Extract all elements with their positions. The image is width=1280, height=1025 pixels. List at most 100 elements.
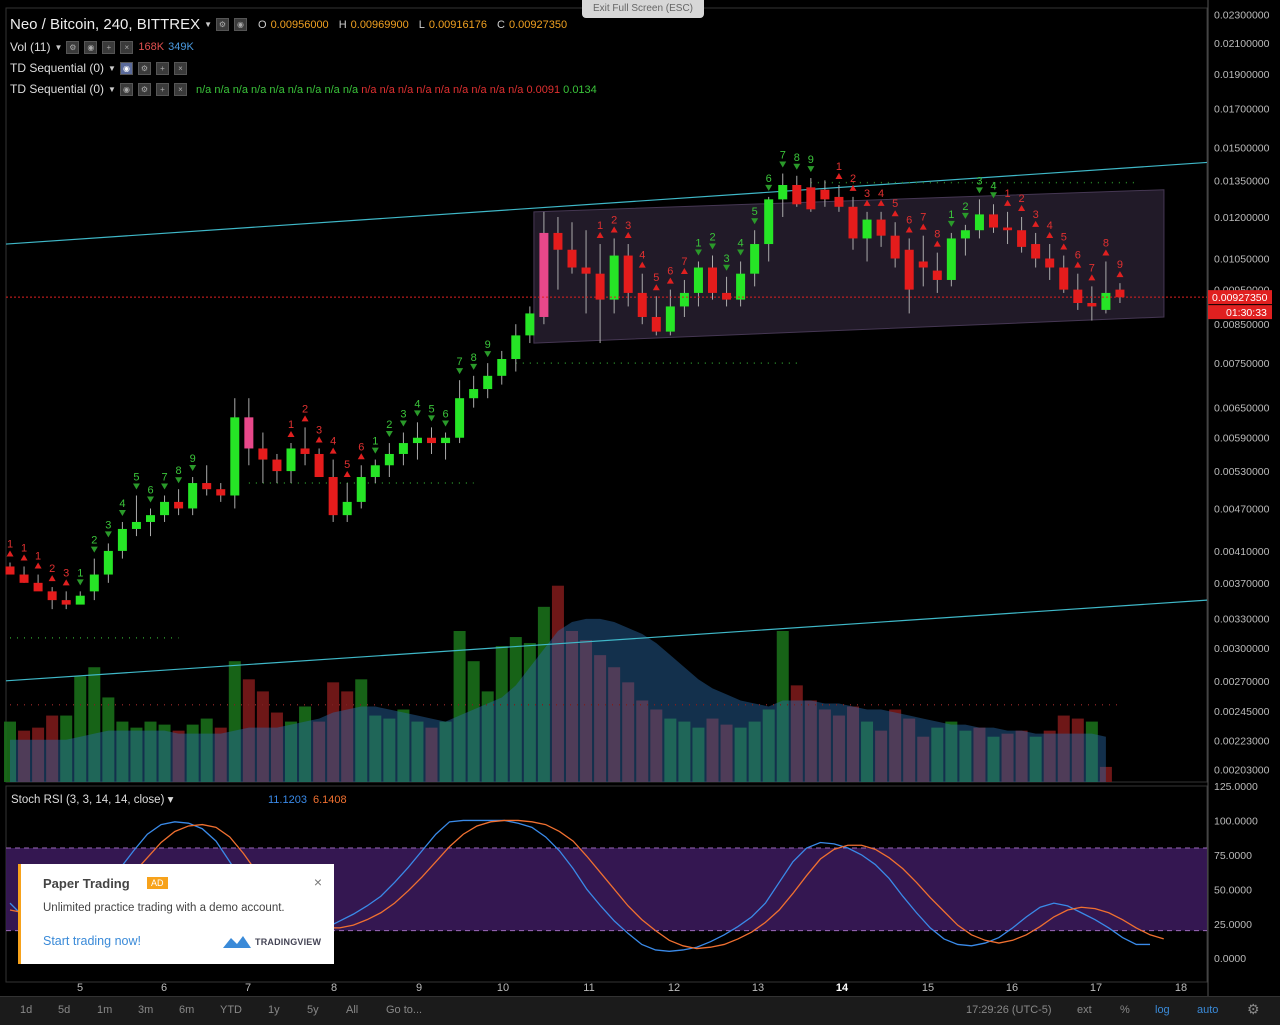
ext-button[interactable]: ext <box>1077 1004 1092 1016</box>
range-button-5y[interactable]: 5y <box>307 1004 319 1016</box>
volume-add-icon[interactable]: + <box>102 40 116 54</box>
range-button-5d[interactable]: 5d <box>58 1004 71 1016</box>
td-buy-count: 3 <box>400 409 406 421</box>
td2-caret-icon[interactable]: ▼ <box>108 84 116 94</box>
td-sell-count: 6 <box>667 266 673 278</box>
volume-bar <box>594 655 607 782</box>
symbol-title[interactable]: Neo / Bitcoin, 240, BITTREX <box>10 16 201 33</box>
td-sell-count: 7 <box>920 212 926 224</box>
volume-bar <box>945 721 958 782</box>
chart-settings-gear-icon[interactable]: ⚙ <box>1247 1001 1260 1017</box>
range-button-1m[interactable]: 1m <box>97 1004 113 1016</box>
td-buy-count: 1 <box>372 436 378 448</box>
time-tick-label: 13 <box>752 982 764 994</box>
td1-settings-icon[interactable]: ⚙ <box>137 61 151 75</box>
volume-bar <box>88 667 101 782</box>
td-buy-count: 1 <box>948 209 954 221</box>
range-button-1y[interactable]: 1y <box>268 1004 280 1016</box>
td-sell-arrow <box>20 554 28 561</box>
range-button-ytd[interactable]: YTD <box>220 1004 242 1016</box>
settings-icon[interactable]: ⚙ <box>216 18 229 31</box>
td-sell-count: 3 <box>1033 209 1039 221</box>
td2-na-red: n/a <box>379 84 398 96</box>
percent-button[interactable]: % <box>1120 1004 1130 1016</box>
volume-settings-icon[interactable]: ⚙ <box>66 40 80 54</box>
td2-settings-icon[interactable]: ⚙ <box>137 82 151 96</box>
volume-close-icon[interactable]: × <box>120 40 134 54</box>
td2-add-icon[interactable]: + <box>155 82 169 96</box>
td2-eye-icon[interactable]: ◉ <box>119 82 133 96</box>
exit-fullscreen-hint[interactable]: Exit Full Screen (ESC) <box>582 0 704 18</box>
volume-bar <box>327 682 340 782</box>
td-buy-count: 3 <box>976 175 982 187</box>
td-sell-arrow <box>624 232 632 239</box>
promo-close-icon[interactable]: × <box>313 874 322 890</box>
symbol-caret-icon[interactable]: ▼ <box>204 20 212 29</box>
price-tick-label: 0.00270000 <box>1214 676 1270 688</box>
channel-lower-line <box>5 599 1208 682</box>
candle-body <box>932 270 942 280</box>
volume-bar <box>355 679 368 782</box>
td-buy-arrow <box>723 264 731 271</box>
td-buy-arrow <box>399 420 407 427</box>
range-button-1d[interactable]: 1d <box>20 1004 33 1016</box>
auto-button[interactable]: auto <box>1197 1004 1219 1016</box>
volume-bar <box>636 700 649 782</box>
td-sell-arrow <box>1060 243 1068 250</box>
candle-body <box>469 389 479 399</box>
td-sell-count: 5 <box>892 198 898 210</box>
volume-caret-icon[interactable]: ▼ <box>54 42 63 52</box>
volume-eye-icon[interactable]: ◉ <box>84 40 98 54</box>
last-price-tag <box>1208 290 1272 305</box>
time-tick-label: 10 <box>497 982 509 994</box>
td-sell-arrow <box>891 210 899 217</box>
volume-value: 168K <box>138 41 165 53</box>
td-sequential-label-1[interactable]: TD Sequential (0) <box>10 61 105 75</box>
td-sell-count: 7 <box>1089 262 1095 274</box>
candle-body <box>188 483 198 509</box>
candle-body <box>665 306 675 332</box>
td1-eye-icon[interactable]: ◉ <box>119 61 133 75</box>
time-tick-label: 17 <box>1090 982 1102 994</box>
paper-trading-promo[interactable]: Paper Trading AD × Unlimited practice tr… <box>18 864 334 964</box>
ohlc-l: 0.00916176 <box>428 18 488 31</box>
volume-label[interactable]: Vol (11) <box>10 40 51 54</box>
volume-bar <box>889 709 902 782</box>
goto-button[interactable]: Go to... <box>386 1004 423 1016</box>
volume-bar <box>1071 718 1084 782</box>
volume-bar <box>46 715 59 782</box>
chart-canvas[interactable]: 0.02300000 0.02100000 0.01900000 0.01700000… <box>0 0 1280 996</box>
log-button[interactable]: log <box>1155 1004 1170 1016</box>
td-sell-arrow <box>877 199 885 206</box>
td-sequential-label-2[interactable]: TD Sequential (0) <box>10 82 105 96</box>
volume-bar <box>172 730 185 782</box>
promo-cta-link[interactable]: Start trading now! <box>43 934 141 948</box>
volume-bar <box>509 637 522 782</box>
range-button-all[interactable]: All <box>346 1004 359 1016</box>
ohlc-h: 0.00969900 <box>350 18 409 31</box>
td1-close-icon[interactable]: × <box>173 61 187 75</box>
td-sell-arrow <box>301 415 309 422</box>
time-tick-label: 8 <box>331 982 337 994</box>
price-tick-label: 0.00410000 <box>1214 546 1270 558</box>
td2-na-green: n/a <box>195 84 215 96</box>
price-tick-label: 0.00470000 <box>1214 503 1270 515</box>
hide-icon[interactable]: ◉ <box>234 18 247 31</box>
volume-bar <box>467 661 480 782</box>
td-sell-count: 1 <box>836 161 842 173</box>
candle-body <box>61 600 71 605</box>
ohlc-o-label: O <box>258 18 267 31</box>
volume-bar <box>4 721 16 782</box>
channel-upper-line <box>5 161 1208 245</box>
td1-add-icon[interactable]: + <box>155 61 169 75</box>
td2-close-icon[interactable]: × <box>173 82 187 96</box>
candle-body <box>637 292 647 317</box>
td-buy-count: 6 <box>766 173 772 185</box>
range-button-6m[interactable]: 6m <box>179 1004 195 1016</box>
candle-body <box>286 448 296 472</box>
td1-caret-icon[interactable]: ▼ <box>108 63 116 73</box>
price-tick-label: 0.00530000 <box>1214 466 1270 478</box>
td-sell-count: 9 <box>1117 259 1123 271</box>
candle-body <box>623 255 633 293</box>
range-button-3m[interactable]: 3m <box>138 1004 154 1016</box>
